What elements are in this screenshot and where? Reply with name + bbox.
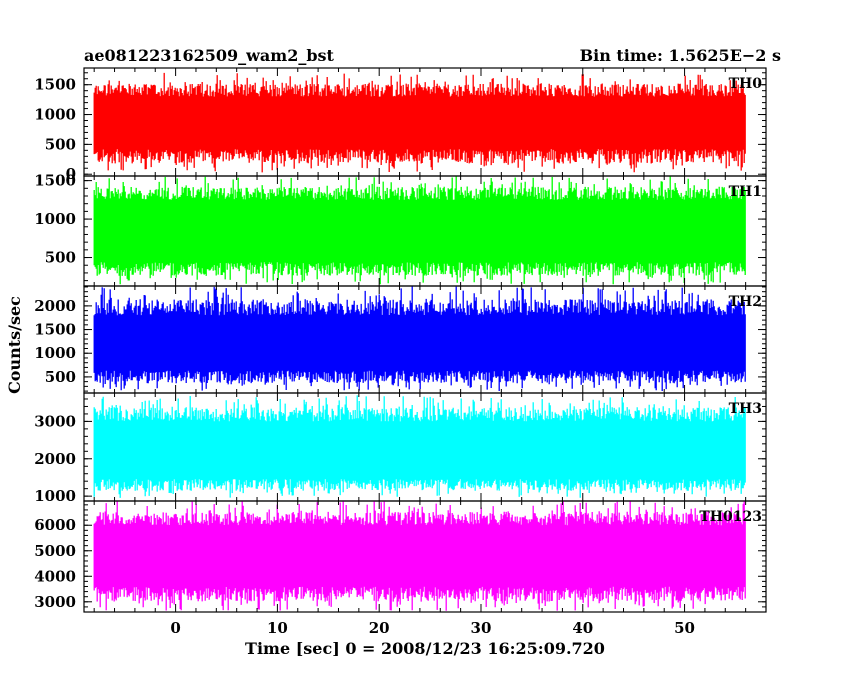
y-tick-label: 500 <box>45 368 76 386</box>
y-tick-label: 1000 <box>34 344 76 362</box>
y-tick-label: 500 <box>45 135 76 153</box>
panel-th2: 500 1000 1500 2000 TH2 <box>34 285 767 394</box>
panel-th3: 1000 2000 3000 TH3 <box>34 392 767 505</box>
y-tick-label: 4000 <box>34 567 76 585</box>
panel-th1: 500 1000 1500 TH1 <box>34 172 767 287</box>
y-tick-label: 1000 <box>34 106 76 124</box>
y-tick-label: 6000 <box>34 516 76 534</box>
y-tick-label: 0 <box>66 165 76 183</box>
y-tick-label: 1500 <box>34 76 76 94</box>
series-th0-trace <box>93 72 746 173</box>
chart-title: ae081223162509_wam2_bst <box>84 46 335 65</box>
series-label-th3: TH3 <box>729 401 762 417</box>
series-label-th1: TH1 <box>729 184 762 200</box>
series-label-th0: TH0 <box>729 76 763 92</box>
y-tick-label: 3000 <box>34 593 76 611</box>
bin-time-label: Bin time: 1.5625E−2 s <box>580 46 781 65</box>
panel-th0123: 3000 4000 5000 6000 TH0123 <box>34 500 767 613</box>
y-tick-label: 2000 <box>34 450 76 468</box>
x-tick-label: 50 <box>674 619 695 637</box>
y-tick-label: 2000 <box>34 297 76 315</box>
y-tick-label: 1500 <box>34 321 76 339</box>
series-th3-trace <box>93 395 746 498</box>
y-tick-label: 500 <box>45 249 76 267</box>
x-axis-title: Time [sec] 0 = 2008/12/23 16:25:09.720 <box>245 639 605 658</box>
x-tick-label: 10 <box>267 619 288 637</box>
y-axis-title: Counts/sec <box>5 296 24 394</box>
x-tick-label: 0 <box>170 619 180 637</box>
series-th0123-trace <box>93 501 746 611</box>
series-label-th0123: TH0123 <box>699 509 762 525</box>
x-tick-label: 20 <box>369 619 390 637</box>
y-tick-label: 1000 <box>34 210 76 228</box>
panel-frame <box>83 500 767 613</box>
series-th1-trace <box>93 176 746 285</box>
x-tick-label: 30 <box>471 619 492 637</box>
series-label-th2: TH2 <box>729 294 762 310</box>
y-tick-label: 1000 <box>34 487 76 505</box>
y-tick-label: 3000 <box>34 412 76 430</box>
y-tick-label: 5000 <box>34 542 76 560</box>
series-th2-trace <box>93 286 746 391</box>
panel-th0: 0 500 1000 1500 TH0 <box>34 67 767 183</box>
y-tick-label: 1500 <box>34 172 76 190</box>
x-tick-label: 40 <box>572 619 593 637</box>
